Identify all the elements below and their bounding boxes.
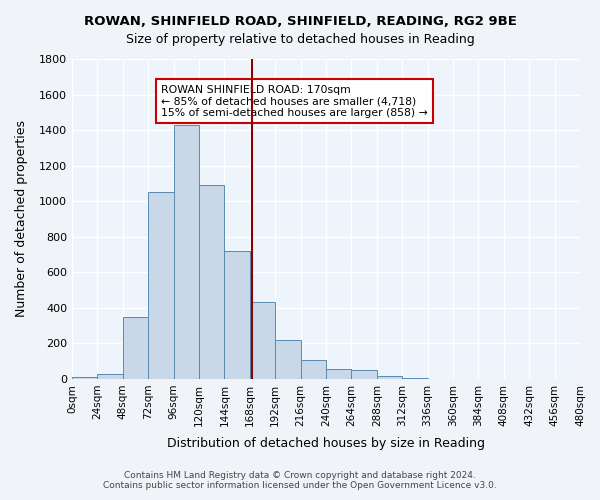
Text: ROWAN, SHINFIELD ROAD, SHINFIELD, READING, RG2 9BE: ROWAN, SHINFIELD ROAD, SHINFIELD, READIN… <box>83 15 517 28</box>
Bar <box>173 125 199 379</box>
Y-axis label: Number of detached properties: Number of detached properties <box>15 120 28 318</box>
Bar <box>301 360 326 379</box>
Bar <box>123 316 148 379</box>
X-axis label: Distribution of detached houses by size in Reading: Distribution of detached houses by size … <box>167 437 485 450</box>
Bar <box>275 340 301 379</box>
Bar <box>377 376 402 379</box>
Bar <box>224 251 250 379</box>
Bar <box>352 370 377 379</box>
Bar <box>326 369 352 379</box>
Bar <box>148 192 173 379</box>
Bar <box>97 374 123 379</box>
Bar <box>72 377 97 379</box>
Bar <box>199 185 224 379</box>
Bar <box>250 302 275 379</box>
Bar <box>402 378 428 379</box>
Text: ROWAN SHINFIELD ROAD: 170sqm
← 85% of detached houses are smaller (4,718)
15% of: ROWAN SHINFIELD ROAD: 170sqm ← 85% of de… <box>161 84 428 118</box>
Text: Contains HM Land Registry data © Crown copyright and database right 2024.
Contai: Contains HM Land Registry data © Crown c… <box>103 470 497 490</box>
Text: Size of property relative to detached houses in Reading: Size of property relative to detached ho… <box>125 32 475 46</box>
